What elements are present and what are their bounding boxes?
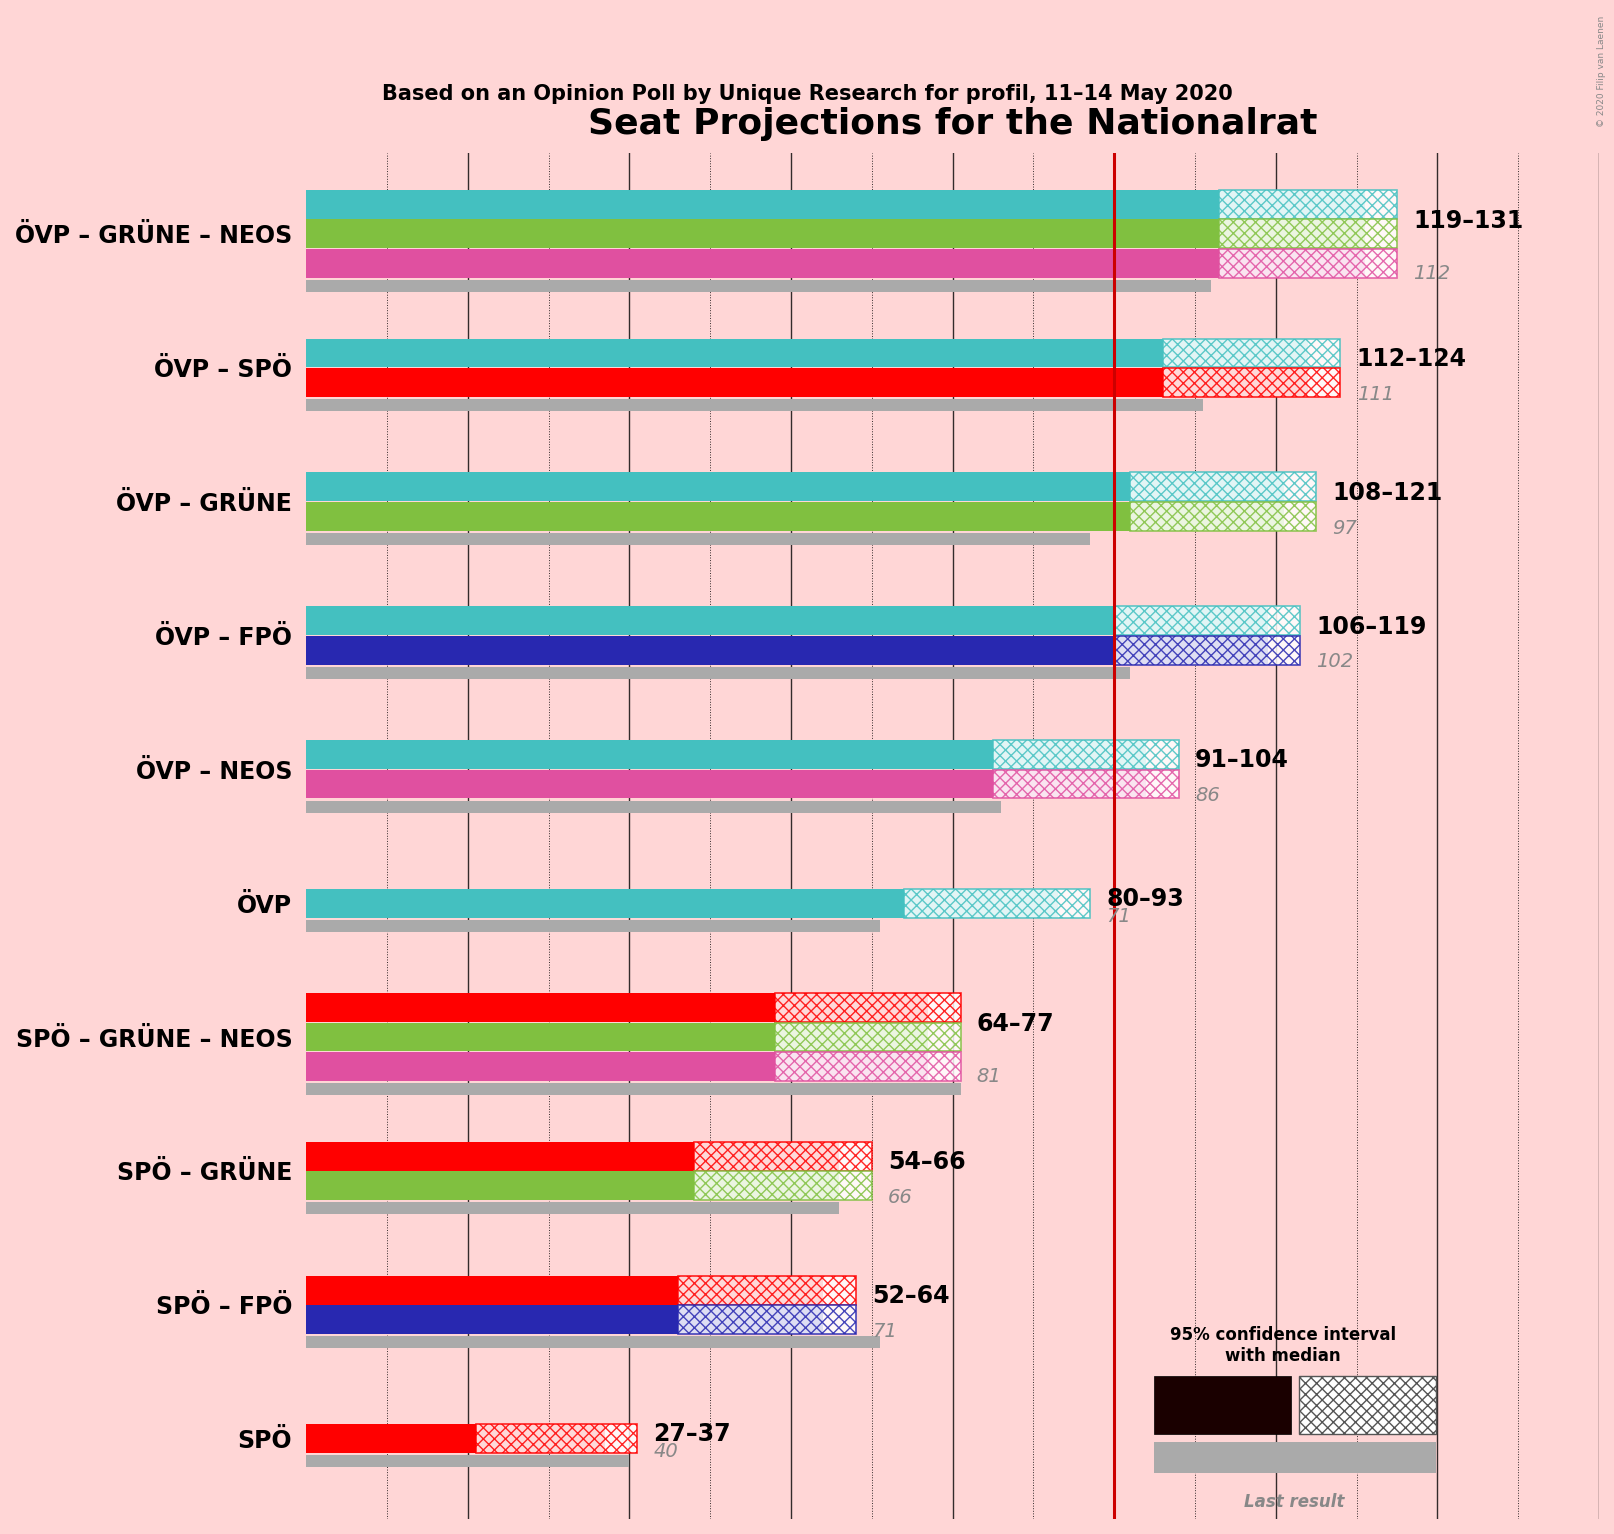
Bar xyxy=(1162,339,1341,367)
Bar xyxy=(307,249,1365,278)
Bar xyxy=(307,1305,823,1335)
Bar xyxy=(307,1172,839,1200)
Text: 111: 111 xyxy=(1357,385,1394,403)
Text: 71: 71 xyxy=(1106,907,1131,927)
Bar xyxy=(307,1083,960,1095)
Bar xyxy=(1219,190,1398,219)
Text: 80–93: 80–93 xyxy=(1106,887,1183,911)
Text: 112: 112 xyxy=(1414,264,1451,284)
Bar xyxy=(307,1456,629,1468)
Bar xyxy=(904,888,1089,917)
Bar xyxy=(1130,472,1315,502)
Bar xyxy=(307,920,880,933)
Text: 64–77: 64–77 xyxy=(976,1012,1054,1035)
Bar xyxy=(694,1172,872,1200)
Text: 108–121: 108–121 xyxy=(1332,480,1443,505)
Bar xyxy=(307,635,1267,664)
Bar xyxy=(307,368,1307,397)
Text: 86: 86 xyxy=(1194,787,1220,805)
Bar xyxy=(476,1424,638,1453)
Text: 40: 40 xyxy=(654,1442,678,1462)
Bar xyxy=(307,1276,823,1304)
Bar xyxy=(775,992,960,1022)
Text: Based on an Opinion Poll by Unique Research for profil, 11–14 May 2020: Based on an Opinion Poll by Unique Resea… xyxy=(381,84,1233,104)
Bar xyxy=(1162,368,1341,397)
Bar xyxy=(1114,606,1299,635)
Text: © 2020 Filip van Laenen: © 2020 Filip van Laenen xyxy=(1596,15,1606,127)
Bar xyxy=(307,190,1365,219)
Bar xyxy=(775,1052,960,1081)
Bar xyxy=(307,1141,839,1170)
Bar xyxy=(307,801,1001,813)
Bar xyxy=(1219,219,1398,249)
Bar xyxy=(993,739,1178,769)
Text: 102: 102 xyxy=(1315,652,1353,672)
Text: 71: 71 xyxy=(872,1322,896,1341)
Bar xyxy=(307,1052,928,1081)
Bar xyxy=(307,502,1283,531)
Bar xyxy=(307,1336,880,1348)
Text: 97: 97 xyxy=(1332,518,1357,537)
Bar xyxy=(307,1203,839,1215)
Text: 66: 66 xyxy=(888,1187,912,1207)
Bar xyxy=(775,1023,960,1051)
Bar xyxy=(307,219,1365,249)
Bar xyxy=(307,339,1307,367)
Bar xyxy=(307,472,1283,502)
Text: 27–37: 27–37 xyxy=(654,1422,731,1447)
Text: 95% confidence interval
with median: 95% confidence interval with median xyxy=(1170,1325,1396,1365)
Bar xyxy=(307,1424,605,1453)
Bar xyxy=(1130,502,1315,531)
Bar xyxy=(993,770,1178,799)
Bar xyxy=(307,399,1202,411)
Bar xyxy=(678,1276,855,1304)
Title: Seat Projections for the Nationalrat: Seat Projections for the Nationalrat xyxy=(587,107,1317,141)
Bar xyxy=(307,606,1267,635)
Bar xyxy=(307,888,1057,917)
Text: 119–131: 119–131 xyxy=(1414,209,1524,233)
Text: 81: 81 xyxy=(976,1068,1002,1086)
Bar xyxy=(307,992,928,1022)
Bar xyxy=(307,770,1146,799)
Bar xyxy=(307,1023,928,1051)
Text: 106–119: 106–119 xyxy=(1315,615,1427,638)
Bar xyxy=(694,1141,872,1170)
Bar xyxy=(307,667,1130,680)
Text: 91–104: 91–104 xyxy=(1194,749,1290,773)
Bar xyxy=(1219,249,1398,278)
Text: 54–66: 54–66 xyxy=(888,1150,965,1174)
Text: 52–64: 52–64 xyxy=(872,1284,949,1309)
Bar xyxy=(307,281,1210,291)
Text: Last result: Last result xyxy=(1244,1493,1344,1511)
Bar xyxy=(1114,635,1299,664)
Bar xyxy=(307,739,1146,769)
Bar xyxy=(307,532,1089,545)
Text: 112–124: 112–124 xyxy=(1357,347,1467,371)
Bar xyxy=(678,1305,855,1335)
